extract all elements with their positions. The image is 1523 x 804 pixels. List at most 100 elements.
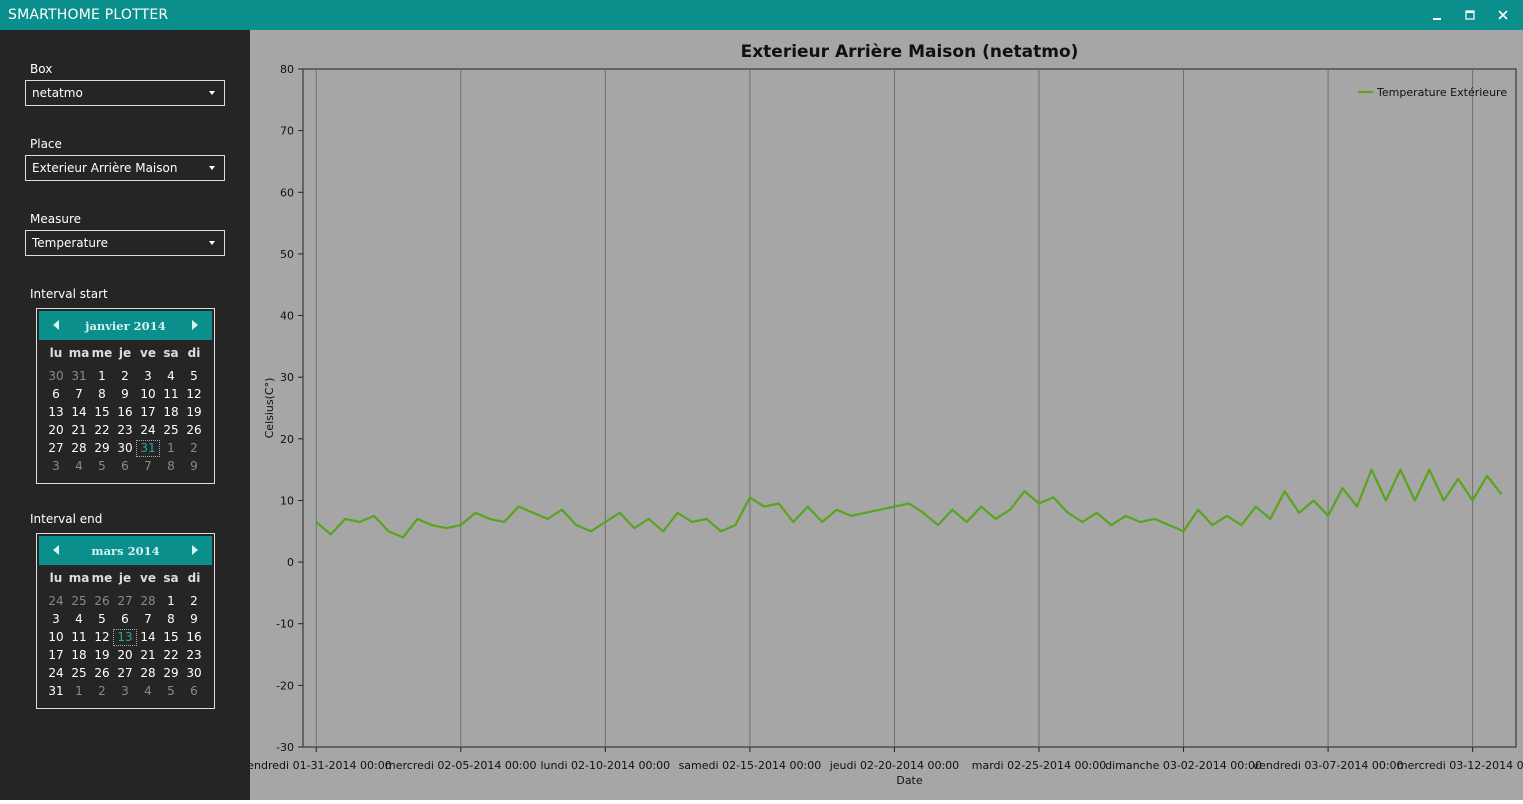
calendar-day[interactable]: 29 <box>163 666 179 680</box>
calendar-day[interactable]: 7 <box>144 612 152 626</box>
calendar-day[interactable]: 3 <box>121 684 129 698</box>
calendar-day[interactable]: 31 <box>136 440 160 457</box>
calendar-day[interactable]: 24 <box>48 594 64 608</box>
calendar-day[interactable]: 16 <box>117 405 133 419</box>
calendar-day[interactable]: 2 <box>190 594 198 608</box>
calendar-day[interactable]: 22 <box>163 648 179 662</box>
calendar-day[interactable]: 6 <box>52 387 60 401</box>
calendar-day[interactable]: 19 <box>186 405 202 419</box>
calendar-day[interactable]: 6 <box>190 684 198 698</box>
calendar-day[interactable]: 30 <box>117 441 133 455</box>
next-month-button[interactable] <box>192 320 198 330</box>
previous-month-button[interactable] <box>53 545 59 555</box>
calendar-day[interactable]: 2 <box>121 369 129 383</box>
calendar-day[interactable]: 5 <box>167 684 175 698</box>
calendar-day[interactable]: 14 <box>71 405 87 419</box>
calendar-day[interactable]: 4 <box>75 612 83 626</box>
dropdown-value: Temperature <box>32 236 109 250</box>
next-month-button[interactable] <box>192 545 198 555</box>
calendar-day[interactable]: 9 <box>190 459 198 473</box>
calendar-day[interactable]: 19 <box>94 648 110 662</box>
calendar-day[interactable]: 25 <box>71 594 87 608</box>
calendar-day[interactable]: 3 <box>52 459 60 473</box>
calendar-day[interactable]: 8 <box>167 459 175 473</box>
calendar-day[interactable]: 10 <box>48 630 64 644</box>
dropdown[interactable]: netatmo <box>25 80 225 106</box>
calendar-day[interactable]: 12 <box>94 630 110 644</box>
calendar-day[interactable]: 25 <box>163 423 179 437</box>
calendar-day[interactable]: 13 <box>113 629 137 646</box>
calendar-day[interactable]: 31 <box>48 684 64 698</box>
minimize-button[interactable] <box>1425 4 1449 26</box>
calendar-day[interactable]: 26 <box>94 594 110 608</box>
maximize-button[interactable] <box>1458 4 1482 26</box>
calendar-day[interactable]: 1 <box>167 594 175 608</box>
calendar-day[interactable]: 2 <box>98 684 106 698</box>
calendar-month[interactable]: mars 2014 <box>91 544 160 558</box>
calendar-day[interactable]: 15 <box>163 630 179 644</box>
calendar-day[interactable]: 28 <box>71 441 87 455</box>
calendar-day[interactable]: 7 <box>75 387 83 401</box>
close-button[interactable] <box>1491 4 1515 26</box>
calendar-day[interactable]: 13 <box>48 405 64 419</box>
calendar-day[interactable]: 6 <box>121 459 129 473</box>
calendar-day[interactable]: 5 <box>98 459 106 473</box>
y-tick-label: 40 <box>280 310 294 323</box>
calendar-day[interactable]: 5 <box>190 369 198 383</box>
calendar-day[interactable]: 21 <box>140 648 156 662</box>
calendar-day[interactable]: 18 <box>71 648 87 662</box>
calendar-day[interactable]: 21 <box>71 423 87 437</box>
calendar-month[interactable]: janvier 2014 <box>85 319 166 333</box>
calendar-day[interactable]: 3 <box>52 612 60 626</box>
calendar-day[interactable]: 28 <box>140 594 156 608</box>
calendar-day[interactable]: 9 <box>121 387 129 401</box>
calendar-day[interactable]: 24 <box>140 423 156 437</box>
weekday-label: ve <box>140 571 156 585</box>
calendar-day[interactable]: 24 <box>48 666 64 680</box>
calendar-day[interactable]: 12 <box>186 387 202 401</box>
calendar-day[interactable]: 2 <box>190 441 198 455</box>
calendar-day[interactable]: 14 <box>140 630 156 644</box>
calendar-day[interactable]: 26 <box>186 423 202 437</box>
calendar-day[interactable]: 22 <box>94 423 110 437</box>
calendar-day[interactable]: 4 <box>167 369 175 383</box>
calendar-day[interactable]: 29 <box>94 441 110 455</box>
calendar-day[interactable]: 27 <box>48 441 64 455</box>
calendar-day[interactable]: 3 <box>144 369 152 383</box>
dropdown[interactable]: Exterieur Arrière Maison <box>25 155 225 181</box>
calendar-day[interactable]: 31 <box>71 369 87 383</box>
calendar-day[interactable]: 4 <box>75 459 83 473</box>
calendar-day[interactable]: 26 <box>94 666 110 680</box>
calendar-day[interactable]: 1 <box>167 441 175 455</box>
calendar-day[interactable]: 28 <box>140 666 156 680</box>
calendar-day[interactable]: 20 <box>117 648 133 662</box>
calendar-day[interactable]: 10 <box>140 387 156 401</box>
calendar-day[interactable]: 8 <box>98 387 106 401</box>
calendar-day[interactable]: 16 <box>186 630 202 644</box>
calendar-day[interactable]: 27 <box>117 594 133 608</box>
data-line <box>315 468 1503 539</box>
calendar-day[interactable]: 11 <box>71 630 87 644</box>
calendar-day[interactable]: 1 <box>98 369 106 383</box>
previous-month-button[interactable] <box>53 320 59 330</box>
calendar-day[interactable]: 8 <box>167 612 175 626</box>
calendar-day[interactable]: 15 <box>94 405 110 419</box>
calendar-day[interactable]: 17 <box>140 405 156 419</box>
calendar-day[interactable]: 9 <box>190 612 198 626</box>
dropdown[interactable]: Temperature <box>25 230 225 256</box>
calendar-day[interactable]: 23 <box>117 423 133 437</box>
calendar-day[interactable]: 30 <box>48 369 64 383</box>
calendar-day[interactable]: 23 <box>186 648 202 662</box>
calendar-day[interactable]: 6 <box>121 612 129 626</box>
calendar-day[interactable]: 18 <box>163 405 179 419</box>
calendar-day[interactable]: 7 <box>144 459 152 473</box>
calendar-day[interactable]: 30 <box>186 666 202 680</box>
calendar-day[interactable]: 4 <box>144 684 152 698</box>
calendar-day[interactable]: 20 <box>48 423 64 437</box>
calendar-day[interactable]: 25 <box>71 666 87 680</box>
calendar-day[interactable]: 17 <box>48 648 64 662</box>
calendar-day[interactable]: 11 <box>163 387 179 401</box>
calendar-day[interactable]: 1 <box>75 684 83 698</box>
calendar-day[interactable]: 27 <box>117 666 133 680</box>
calendar-day[interactable]: 5 <box>98 612 106 626</box>
